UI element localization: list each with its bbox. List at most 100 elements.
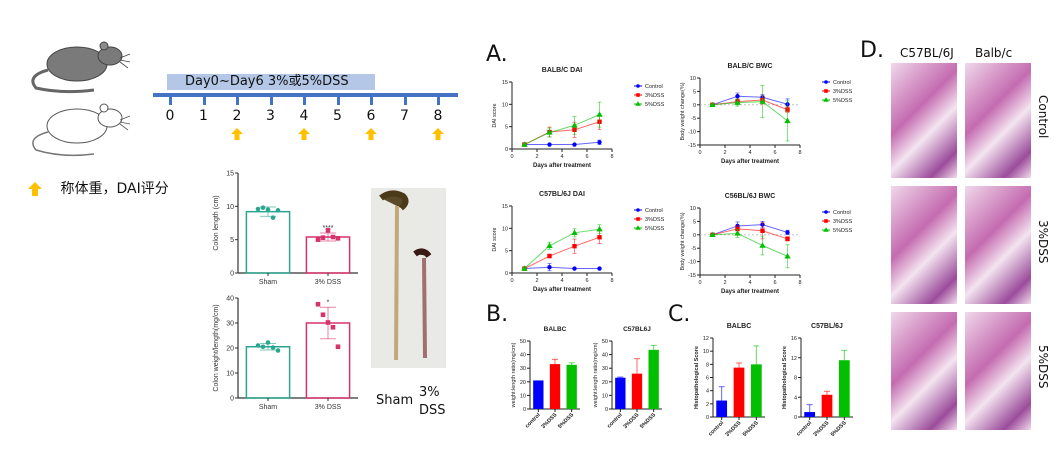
y-axis-label: weight:length ratio(mg/cm) [511, 342, 517, 408]
data-point [270, 215, 276, 220]
data-point [596, 226, 603, 232]
data-point [315, 301, 321, 307]
x-tick-label: 4 [748, 280, 751, 286]
x-tick-label: 0 [510, 278, 513, 284]
y-tick-label: 5 [693, 89, 696, 95]
histo-balbc-5dss [965, 312, 1031, 430]
series-line-3%DSS [712, 99, 788, 111]
timeline-tick [202, 96, 206, 105]
colon-specimens [379, 190, 432, 361]
timeline-tick [236, 96, 239, 105]
histo-c57-3dss [891, 186, 957, 304]
legend-marker [823, 97, 829, 102]
histo-balbc-control [965, 63, 1031, 178]
x-tick-label: 0 [510, 154, 513, 160]
series-line-Control [524, 141, 600, 146]
x-tick-label: 5%DSS [742, 420, 760, 438]
timeline-tick [336, 96, 340, 105]
bar-control [804, 412, 816, 417]
data-point [260, 205, 266, 210]
y-tick-label: 0 [605, 407, 608, 413]
x-tick-label: 8 [610, 278, 613, 284]
y-tick-label: 10 [226, 204, 234, 211]
histo-balbc-3dss [965, 186, 1031, 304]
legend-marker [635, 225, 641, 230]
histo-row-3dss: 3%DSS [1036, 220, 1050, 264]
y-tick-label: 15 [502, 80, 508, 86]
c57-dai-chart: C57BL/6J DAI 0 5 10 15 0 2 4 6 8 Days after treatm… [492, 191, 665, 293]
bar-5%DSS [750, 364, 762, 417]
x-tick-label: 8 [798, 150, 801, 156]
series-line-3%DSS [524, 121, 600, 145]
histo-col-balbc: Balb/c [975, 46, 1013, 60]
data-point [265, 340, 271, 345]
y-axis-label: Body weight change(%) [680, 212, 686, 270]
up-arrow-icon [28, 181, 42, 196]
y-tick-label: 40 [226, 296, 234, 303]
timeline-day-label: 4 [299, 108, 309, 124]
legend-marker [636, 84, 640, 88]
data-point [597, 140, 602, 145]
data-point [759, 242, 766, 248]
chart-title: BALB/C BWC [727, 63, 772, 70]
y-tick-label: 10 [690, 76, 696, 82]
bar-control [716, 400, 728, 417]
y-tick-label: -5 [691, 116, 696, 122]
colon-photo [371, 188, 446, 368]
data-point [735, 226, 740, 232]
legend-marker [823, 227, 829, 232]
photo-label-sham: Sham [376, 393, 414, 408]
x-tick-label: 5%DSS [830, 420, 848, 438]
x-tick-label: 0 [698, 280, 701, 286]
data-point [265, 207, 271, 212]
y-tick-label: 10 [602, 393, 608, 399]
treatment-label: Day0~Day6 3%或5%DSS [185, 74, 349, 89]
y-tick-label: -10 [688, 260, 696, 266]
y-tick-label: 50 [602, 339, 608, 345]
timeline-day-label: 6 [366, 108, 376, 124]
histo-c57-control [891, 63, 957, 178]
legend-label: 5%DSS [645, 226, 665, 232]
data-point [547, 264, 552, 270]
colon-length-chart: 0 5 10 15 Colon length (cm) Sham 3% DSS **** [213, 171, 358, 286]
data-point [275, 348, 281, 353]
y-tick-label: 6 [706, 376, 709, 382]
bar-3% DSS [305, 236, 351, 274]
data-point [547, 142, 552, 147]
bar-3%DSS [821, 394, 833, 417]
data-point [571, 229, 578, 235]
y-tick-label: 40 [520, 353, 526, 359]
data-point [325, 228, 331, 233]
timeline-day-label: 2 [232, 108, 242, 124]
x-tick-label: 8 [798, 280, 801, 286]
legend-label: 5%DSS [833, 228, 853, 234]
y-axis-label: DAI score [492, 227, 498, 251]
x-tick-label: 8 [610, 154, 613, 160]
legend-note-text: 称体重，DAI评分 [60, 181, 169, 197]
data-point [709, 231, 716, 237]
timeline-tick [269, 96, 273, 105]
legend-label: 3%DSS [645, 217, 665, 223]
y-tick-label: 16 [791, 336, 797, 342]
series-line-Control [712, 224, 788, 236]
data-point [785, 236, 790, 242]
y-axis-label: Body weight change(%) [680, 82, 686, 140]
y-axis-label: Histopathological Score [782, 346, 788, 409]
panel-label-c: C. [668, 302, 691, 327]
x-tick-label: 2 [535, 154, 538, 160]
data-point [784, 253, 791, 259]
c57-bwc-chart: C56BL/6J BWC -15 -10 -5 0 5 10 0 2 4 6 8 Days after … [680, 193, 853, 295]
series-line-3%DSS [712, 228, 788, 240]
y-tick-label: -15 [688, 273, 696, 279]
photo-label-dss-line1: 3% [419, 385, 440, 400]
x-tick-label: 2 [535, 278, 538, 284]
data-point [521, 265, 528, 271]
data-point [759, 98, 766, 104]
panel-label-d: D. [860, 38, 884, 63]
x-tick-label: control [796, 420, 814, 438]
y-tick-label: 0 [794, 415, 797, 421]
legend-marker [636, 208, 640, 212]
y-tick-label: 10 [502, 226, 508, 232]
timeline-day-label: 3 [266, 108, 275, 124]
